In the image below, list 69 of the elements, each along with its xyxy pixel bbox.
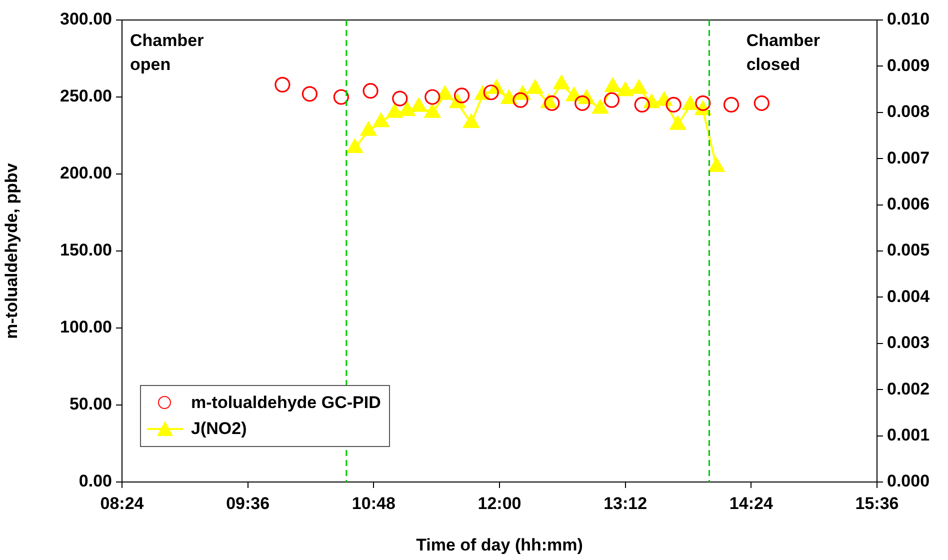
x-tick-label: 14:24 [729, 494, 774, 513]
legend-label: J(NO2) [191, 419, 247, 439]
y2-tick-label: 0.000 [887, 472, 930, 491]
point [527, 80, 544, 94]
point [454, 88, 470, 104]
point [656, 92, 672, 106]
legend-label: m-tolualdehyde GC-PID [191, 393, 381, 413]
point [670, 116, 686, 130]
point [512, 92, 528, 108]
point [754, 95, 770, 111]
point [566, 87, 582, 102]
point [424, 89, 440, 105]
point [360, 122, 376, 136]
y-tick-label: 200.00 [60, 164, 112, 183]
point [604, 92, 620, 108]
y2-tick-label: 0.005 [887, 240, 930, 260]
point [553, 75, 570, 90]
y2-tick-label: 0.010 [887, 10, 930, 29]
point [695, 95, 711, 111]
point [666, 96, 682, 112]
y2-tick-label: 0.007 [887, 148, 930, 168]
point [424, 104, 440, 118]
annotation: Chamber open [130, 31, 204, 74]
point [483, 84, 499, 100]
point [362, 83, 378, 99]
x-tick-label: 09:36 [226, 494, 270, 513]
y-tick-label: 150.00 [60, 240, 112, 260]
point [410, 98, 427, 112]
y2-tick-label: 0.002 [887, 379, 930, 398]
point [373, 113, 389, 128]
y2-tick-label: 0.006 [887, 194, 930, 214]
point [634, 96, 650, 112]
point [392, 90, 408, 106]
y-axis-title: m-tolualdehyde, ppbv [2, 162, 21, 339]
point [274, 76, 290, 92]
point [346, 138, 363, 153]
y2-tick-label: 0.008 [887, 102, 930, 122]
point [682, 96, 698, 110]
point [437, 86, 453, 100]
point [617, 82, 634, 96]
point [631, 80, 647, 94]
y-tick-label: 300.00 [60, 10, 112, 29]
point [544, 95, 560, 111]
y-tick-label: 250.00 [60, 86, 112, 106]
y2-tick-label: 0.004 [887, 286, 930, 306]
x-tick-label: 13:12 [604, 494, 648, 513]
x-tick-label: 10:48 [352, 494, 396, 513]
x-axis-title: Time of day (hh:mm) [416, 535, 583, 554]
point [574, 95, 590, 111]
y-tick-label: 0.00 [78, 472, 112, 491]
y-tick-label: 50.00 [69, 394, 112, 414]
point [604, 78, 621, 92]
y2-tick-label: 0.003 [887, 333, 930, 352]
x-tick-label: 12:00 [478, 494, 522, 513]
y2-tick-label: 0.001 [887, 425, 930, 444]
point [723, 96, 740, 112]
y-tick-label: 100.00 [60, 318, 112, 337]
point [302, 86, 318, 102]
point [592, 100, 608, 114]
point [463, 114, 480, 128]
x-tick-label: 08:24 [100, 494, 144, 513]
annotation: Chamber closed [746, 31, 820, 74]
point [399, 102, 416, 116]
point [333, 89, 349, 105]
point [501, 90, 517, 104]
point [386, 104, 403, 118]
y2-tick-label: 0.009 [887, 56, 930, 75]
point [708, 158, 724, 172]
x-tick-label: 15:36 [855, 494, 899, 513]
